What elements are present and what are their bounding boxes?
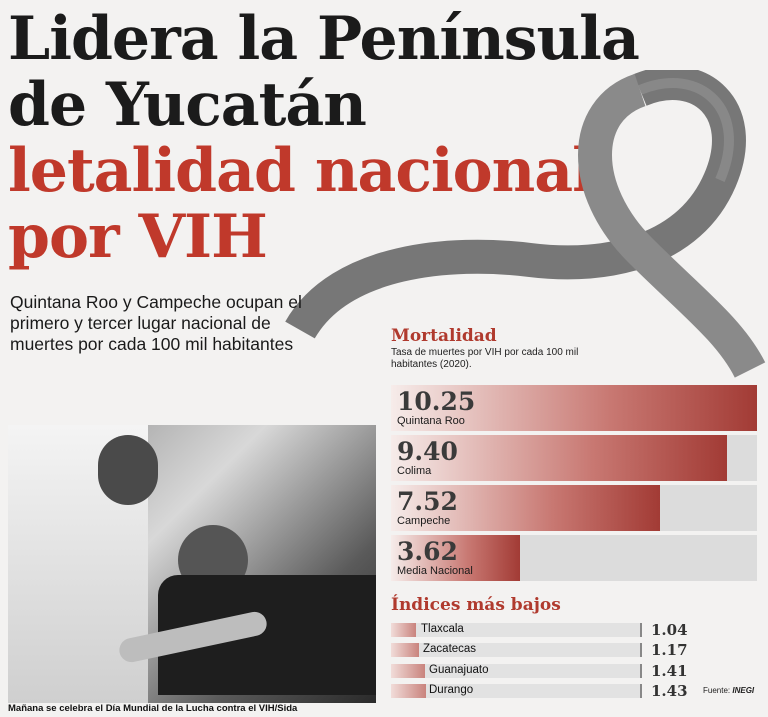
headline-line-4: por VIH bbox=[8, 202, 268, 272]
bar-row-campeche: 7.52 Campeche bbox=[391, 485, 757, 531]
bar-fill bbox=[391, 535, 521, 581]
bar-row-colima: 9.40 Colima bbox=[391, 435, 757, 481]
low-bar-fill bbox=[391, 664, 426, 678]
low-bar-value: 1.43 bbox=[651, 682, 688, 700]
source-label: Fuente: bbox=[703, 686, 731, 695]
low-bar-label: Durango bbox=[429, 684, 474, 696]
lowest-chart-title: Índices más bajos bbox=[391, 595, 561, 615]
low-bar-value: 1.17 bbox=[651, 641, 688, 659]
bar-value: 9.40 bbox=[397, 437, 458, 466]
bar-label: Media Nacional bbox=[397, 565, 473, 577]
low-bar-track bbox=[391, 664, 642, 678]
source-note: Fuente: INEGI bbox=[703, 686, 754, 695]
low-bar-track bbox=[391, 684, 642, 698]
low-bar-track bbox=[391, 643, 642, 657]
mortality-chart-title: Mortalidad bbox=[391, 326, 497, 346]
source-name: INEGI bbox=[732, 686, 755, 695]
bar-fill bbox=[391, 385, 757, 431]
photo-caption: Mañana se celebra el Día Mundial de la L… bbox=[8, 703, 298, 714]
subtitle: Quintana Roo y Campeche ocupan el primer… bbox=[10, 292, 302, 354]
low-bar-fill bbox=[391, 643, 420, 657]
headline-line-3: letalidad nacional bbox=[8, 136, 595, 206]
low-bar-value: 1.41 bbox=[651, 662, 688, 680]
bar-label: Quintana Roo bbox=[397, 415, 465, 427]
bar-label: Campeche bbox=[397, 515, 451, 527]
low-row-tlaxcala: Tlaxcala 1.04 bbox=[391, 621, 691, 639]
bar-row-media-nacional: 3.62 Media Nacional bbox=[391, 535, 757, 581]
headline-line-1: Lidera la Península bbox=[8, 4, 640, 74]
bar-fill bbox=[391, 435, 727, 481]
nurse-head bbox=[98, 435, 158, 505]
low-row-zacatecas: Zacatecas 1.17 bbox=[391, 641, 691, 659]
low-row-durango: Durango 1.43 bbox=[391, 682, 691, 700]
bar-fill bbox=[391, 485, 660, 531]
news-photo bbox=[8, 425, 376, 703]
low-bar-value: 1.04 bbox=[651, 621, 688, 639]
low-bar-fill bbox=[391, 623, 417, 637]
bar-row-quintana-roo: 10.25 Quintana Roo bbox=[391, 385, 757, 431]
low-bar-label: Guanajuato bbox=[429, 664, 489, 676]
awareness-ribbon-icon bbox=[285, 70, 766, 379]
headline-line-2: de Yucatán bbox=[8, 70, 367, 140]
bar-value: 10.25 bbox=[397, 387, 476, 416]
low-bar-label: Zacatecas bbox=[423, 643, 477, 655]
low-bar-fill bbox=[391, 684, 426, 698]
bar-label: Colima bbox=[397, 465, 432, 477]
headline: Lidera la Península de Yucatán letalidad… bbox=[8, 6, 668, 270]
low-row-guanajuato: Guanajuato 1.41 bbox=[391, 662, 691, 680]
bar-value: 7.52 bbox=[397, 487, 458, 516]
mortality-chart-subtitle: Tasa de muertes por VIH por cada 100 mil… bbox=[391, 347, 579, 370]
bar-value: 3.62 bbox=[397, 537, 458, 566]
low-bar-label: Tlaxcala bbox=[421, 623, 464, 635]
low-bar-track bbox=[391, 623, 642, 637]
